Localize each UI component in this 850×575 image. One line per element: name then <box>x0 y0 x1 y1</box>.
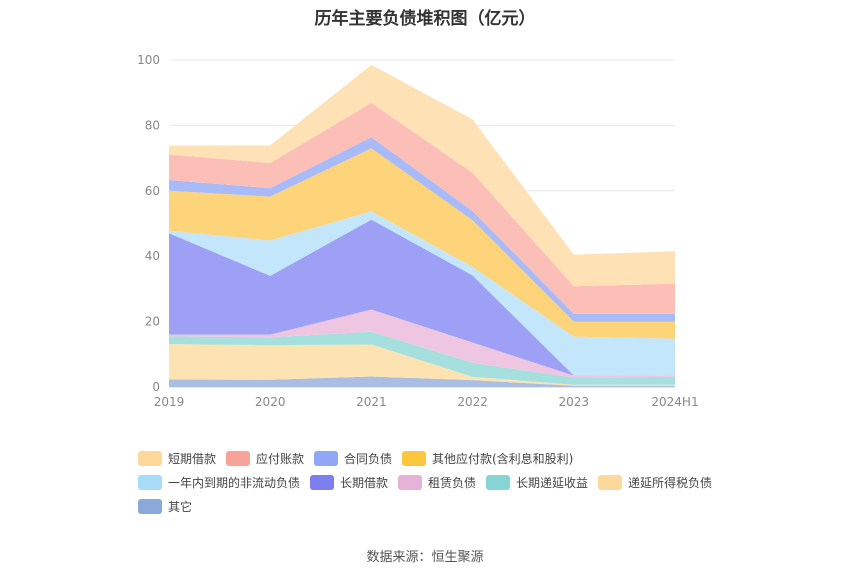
legend-item[interactable]: 合同负债 <box>314 450 392 467</box>
x-tick-label: 2021 <box>356 395 387 409</box>
y-tick-label: 0 <box>152 380 160 394</box>
legend-swatch <box>486 475 510 490</box>
legend-item[interactable]: 其它 <box>138 498 192 515</box>
legend-swatch <box>310 475 334 490</box>
area-series <box>169 64 675 287</box>
area-series <box>169 331 675 385</box>
y-tick-label: 20 <box>145 315 160 329</box>
x-tick-label: 2020 <box>255 395 286 409</box>
legend-item[interactable]: 长期借款 <box>310 474 388 491</box>
legend-swatch <box>138 499 162 514</box>
legend-swatch <box>138 475 162 490</box>
legend-item[interactable]: 租赁负债 <box>398 474 476 491</box>
data-source: 数据来源：恒生聚源 <box>366 550 484 565</box>
legend-swatch <box>138 451 162 466</box>
area-series <box>169 219 675 376</box>
x-tick-label: 2022 <box>457 395 488 409</box>
legend-swatch <box>598 475 622 490</box>
y-tick-label: 100 <box>137 53 160 67</box>
y-tick-label: 80 <box>145 118 160 132</box>
legend-swatch <box>398 475 422 490</box>
legend-label: 其它 <box>168 500 193 514</box>
legend-label: 长期递延收益 <box>516 476 589 490</box>
legend-label: 合同负债 <box>344 452 393 466</box>
legend-item[interactable]: 短期借款 <box>138 450 216 467</box>
legend-item[interactable]: 长期递延收益 <box>486 474 588 491</box>
legend-item[interactable]: 递延所得税负债 <box>598 474 712 491</box>
legend-swatch <box>314 451 338 466</box>
legend-label: 租赁负债 <box>428 476 477 490</box>
area-series <box>169 344 675 386</box>
legend-label: 递延所得税负债 <box>628 476 713 490</box>
legend-item[interactable]: 一年内到期的非流动负债 <box>138 474 300 491</box>
x-tick-label: 2023 <box>559 395 590 409</box>
legend-swatch <box>226 451 250 466</box>
legend-item[interactable]: 应付账款 <box>226 450 304 467</box>
legend-label: 长期借款 <box>340 476 389 490</box>
legend-label: 短期借款 <box>168 452 217 466</box>
area-series <box>169 102 675 314</box>
area-series <box>169 148 675 339</box>
legend-item[interactable]: 其他应付款(含利息和股利) <box>402 450 573 467</box>
legend-label: 一年内到期的非流动负债 <box>168 476 301 490</box>
area-series <box>169 376 675 387</box>
legend-label: 其他应付款(含利息和股利) <box>432 452 574 466</box>
y-tick-label: 60 <box>145 184 160 198</box>
stacked-area-chart: 0 20 40 60 80 100 2019 2020 2021 2022 2023 2024H1 <box>137 53 699 409</box>
x-tick-label: 2019 <box>154 395 185 409</box>
area-series <box>169 309 675 378</box>
legend-swatch <box>402 451 426 466</box>
area-series <box>169 137 675 322</box>
chart-title: 历年主要负债堆积图（亿元） <box>314 9 536 29</box>
y-tick-label: 40 <box>145 249 160 263</box>
legend-label: 应付账款 <box>256 452 305 466</box>
x-tick-label: 2024H1 <box>651 395 698 409</box>
area-series <box>169 211 675 376</box>
